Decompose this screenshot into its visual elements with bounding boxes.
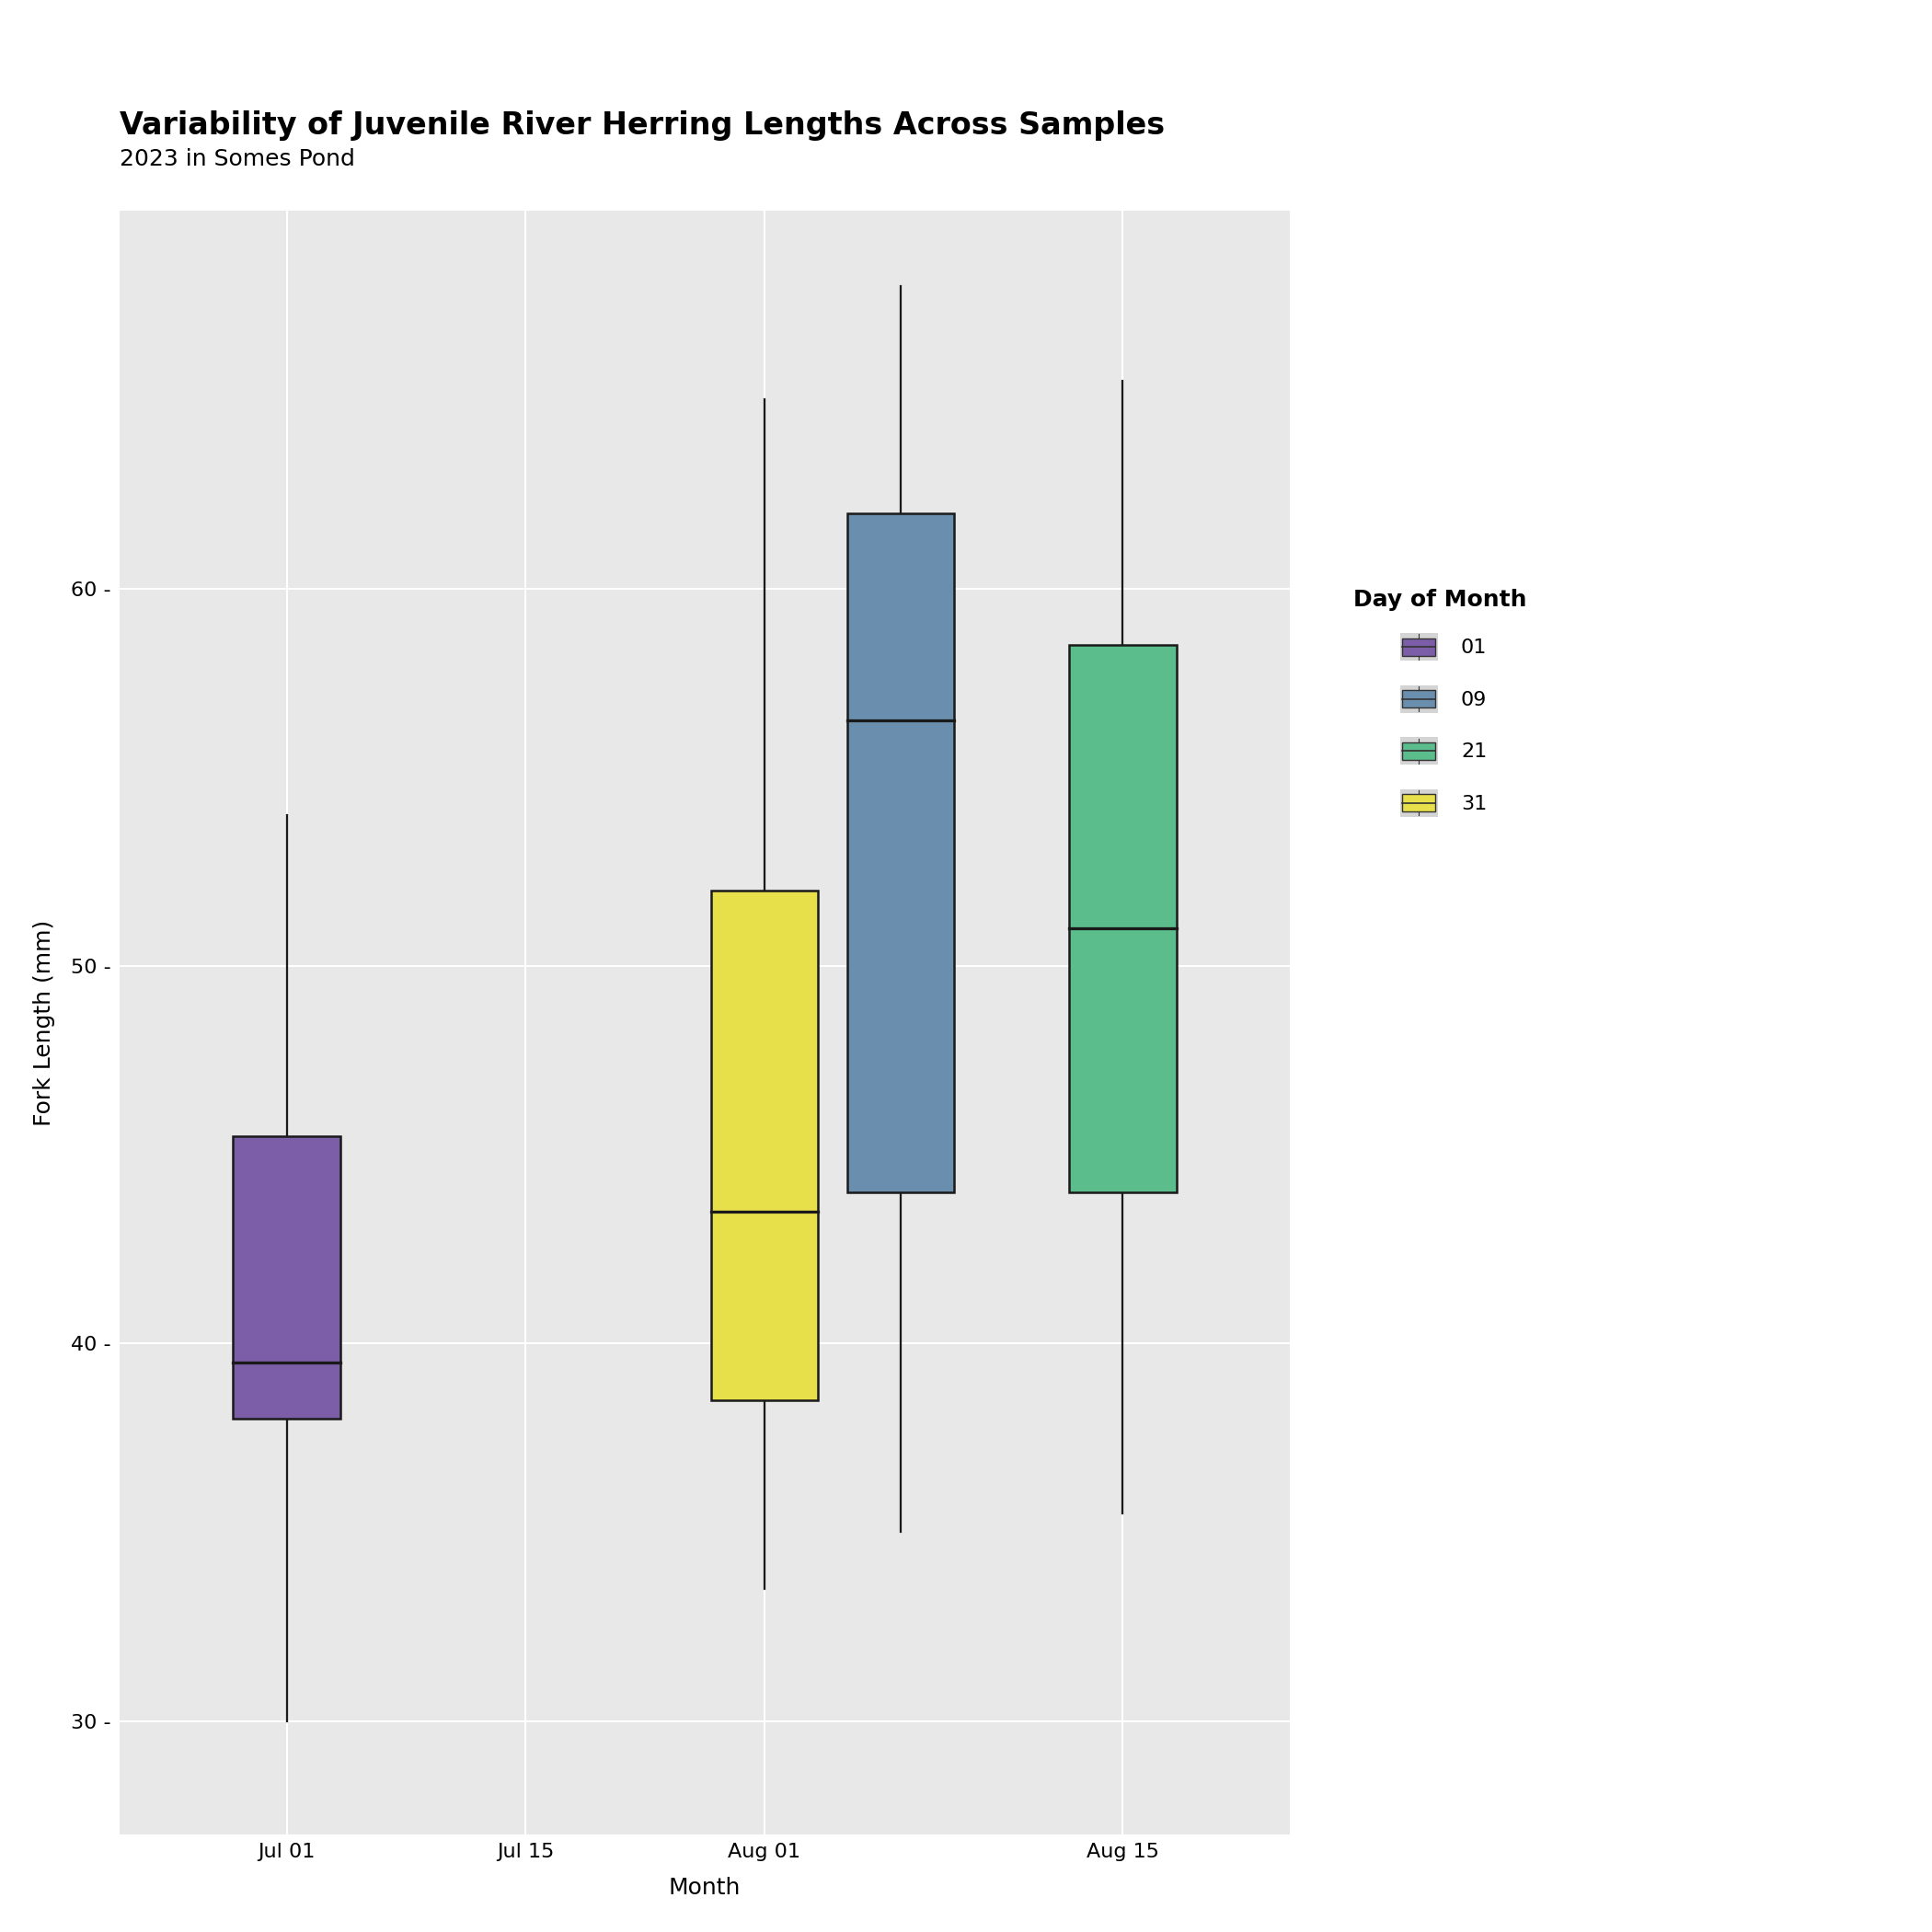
Y-axis label: Fork Length (mm): Fork Length (mm) <box>33 920 56 1126</box>
Text: 2023 in Somes Pond: 2023 in Somes Pond <box>120 149 355 170</box>
Bar <box>846 514 954 1192</box>
Bar <box>1068 645 1177 1192</box>
Legend: 01, 09, 21, 31: 01, 09, 21, 31 <box>1343 578 1538 829</box>
Bar <box>711 891 819 1401</box>
Bar <box>234 1136 340 1418</box>
X-axis label: Month: Month <box>668 1876 740 1899</box>
Text: Variability of Juvenile River Herring Lengths Across Samples: Variability of Juvenile River Herring Le… <box>120 110 1165 141</box>
